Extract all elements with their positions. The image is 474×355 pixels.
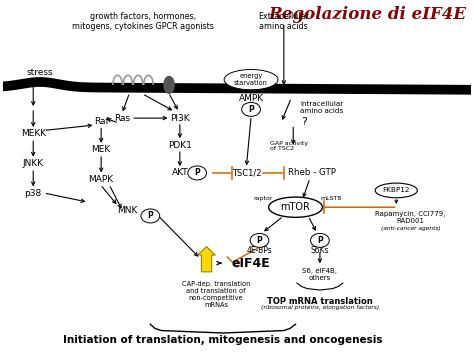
- Text: ?: ?: [301, 116, 308, 127]
- Text: stress: stress: [26, 68, 53, 77]
- Text: PDK1: PDK1: [168, 141, 192, 149]
- Text: TSC1/2: TSC1/2: [232, 169, 261, 178]
- Circle shape: [188, 166, 207, 180]
- Text: MAPK: MAPK: [89, 175, 114, 184]
- Text: p38: p38: [25, 189, 42, 198]
- Text: MEKK: MEKK: [21, 129, 46, 138]
- Text: Ras: Ras: [114, 114, 130, 122]
- Ellipse shape: [224, 70, 278, 90]
- Text: Initiation of translation, mitogenesis and oncogenesis: Initiation of translation, mitogenesis a…: [63, 335, 383, 345]
- Text: CAP-dep. translation
and translation of
non-competitive
mRNAs: CAP-dep. translation and translation of …: [182, 280, 250, 307]
- FancyArrow shape: [198, 247, 216, 272]
- Text: P: P: [317, 236, 323, 245]
- Text: GAP activity
of TSC2: GAP activity of TSC2: [270, 141, 308, 152]
- Text: Rapamycin, CCI779,
RAD001: Rapamycin, CCI779, RAD001: [375, 211, 446, 224]
- Text: P: P: [248, 105, 254, 114]
- Text: PI3K: PI3K: [170, 114, 190, 122]
- Text: MEK: MEK: [91, 145, 111, 154]
- Text: P: P: [194, 169, 200, 178]
- Text: 4E-BPs: 4E-BPs: [246, 246, 273, 255]
- Text: Rheb - GTP: Rheb - GTP: [288, 169, 336, 178]
- Text: MNK: MNK: [117, 206, 137, 215]
- Text: AMPK: AMPK: [238, 94, 264, 103]
- Text: S6, eIF4B,
others: S6, eIF4B, others: [302, 268, 337, 282]
- Ellipse shape: [375, 183, 417, 198]
- Text: TOP mRNA translation: TOP mRNA translation: [267, 297, 373, 306]
- Text: Extracellular
amino acids: Extracellular amino acids: [258, 11, 309, 31]
- Text: P: P: [147, 212, 153, 220]
- Text: S6Ks: S6Ks: [310, 246, 329, 255]
- Circle shape: [141, 209, 160, 223]
- Text: (ribosomal proteins, elongation factors): (ribosomal proteins, elongation factors): [261, 305, 379, 310]
- Text: raptor: raptor: [254, 196, 273, 201]
- Text: mLST8: mLST8: [320, 196, 342, 201]
- Circle shape: [242, 102, 260, 116]
- Text: eIF4E: eIF4E: [232, 257, 271, 269]
- Text: (anti-cancer agents): (anti-cancer agents): [381, 226, 440, 231]
- Text: mTOR: mTOR: [281, 202, 310, 212]
- Ellipse shape: [269, 197, 322, 217]
- Text: JNKK: JNKK: [23, 159, 44, 168]
- Text: Regolazione di eIF4E: Regolazione di eIF4E: [269, 6, 466, 23]
- Ellipse shape: [164, 77, 174, 93]
- Text: energy
starvation: energy starvation: [234, 73, 268, 86]
- Text: P: P: [256, 236, 263, 245]
- Circle shape: [250, 233, 269, 247]
- Text: growth factors, hormones,
mitogens, cytokines GPCR agonists: growth factors, hormones, mitogens, cyto…: [73, 11, 214, 31]
- Text: intracellular
amino acids: intracellular amino acids: [300, 101, 344, 114]
- Text: AKT: AKT: [172, 169, 188, 178]
- Text: Raf: Raf: [94, 117, 109, 126]
- Circle shape: [310, 233, 329, 247]
- Text: FKBP12: FKBP12: [383, 187, 410, 193]
